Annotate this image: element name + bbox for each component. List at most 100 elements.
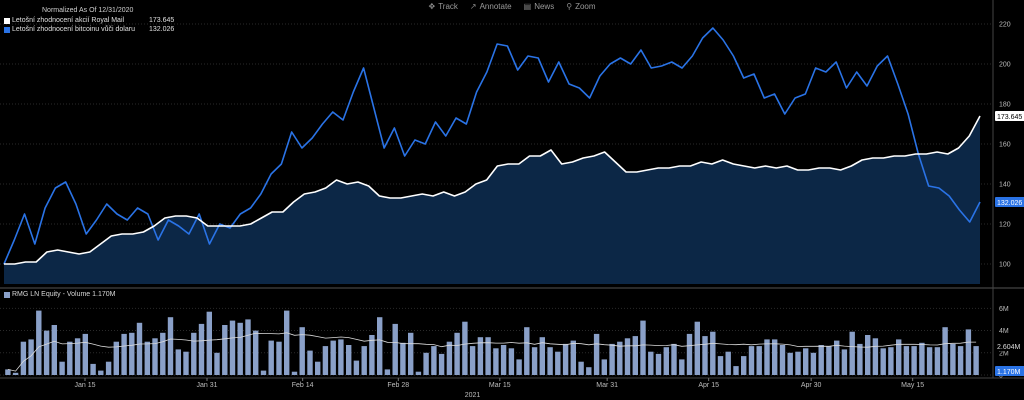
- volume-bar: [361, 346, 367, 375]
- volume-tick-label: 4M: [999, 328, 1009, 335]
- x-tick-label: May 15: [901, 382, 924, 389]
- royal-mail-line: [4, 115, 981, 265]
- volume-bar: [818, 345, 824, 375]
- x-tick-label: Jan 15: [74, 382, 95, 389]
- volume-bar: [926, 347, 933, 375]
- volume-bar: [671, 343, 677, 375]
- volume-bar: [872, 338, 879, 375]
- volume-bar: [702, 336, 708, 375]
- volume-bar: [911, 346, 917, 375]
- volume-bar: [237, 322, 243, 375]
- volume-bar: [377, 317, 383, 375]
- volume-bar: [779, 345, 786, 375]
- volume-bar: [322, 346, 329, 375]
- volume-bar: [384, 369, 391, 375]
- volume-bar: [965, 329, 972, 375]
- volume-bar: [276, 341, 282, 375]
- volume-bar: [679, 359, 685, 375]
- toolbar-annotate-label: Annotate: [479, 2, 512, 11]
- royal-mail-area: [4, 116, 980, 284]
- volume-bar: [67, 341, 73, 375]
- annotate-icon: ↗: [469, 2, 477, 11]
- volume-average-value-box: [995, 341, 1024, 352]
- volume-tick-label: 6M: [999, 306, 1009, 313]
- volume-bar: [369, 335, 375, 375]
- normalized-note: Normalized As Of 12/31/2020: [42, 7, 134, 14]
- volume-bar: [686, 333, 693, 375]
- volume-bar: [640, 320, 646, 375]
- volume-bar: [98, 370, 104, 375]
- x-tick-label: Apr 15: [698, 382, 719, 389]
- volume-bar: [183, 351, 189, 375]
- volume-bar: [694, 321, 700, 375]
- volume-bar: [51, 325, 57, 375]
- volume-bar: [43, 330, 50, 375]
- volume-legend[interactable]: RMG LN Equity - Volume 1.170M: [4, 291, 116, 298]
- volume-bar: [555, 351, 561, 375]
- volume-bar: [570, 340, 576, 375]
- volume-bar: [547, 347, 553, 375]
- volume-bar: [710, 331, 716, 375]
- volume-bar: [865, 335, 871, 375]
- volume-bar: [578, 361, 584, 375]
- volume-bar: [408, 332, 414, 375]
- price-tick-label: 180: [999, 102, 1011, 109]
- volume-bar: [423, 352, 429, 375]
- volume-bar: [841, 349, 848, 375]
- volume-bar: [136, 322, 143, 375]
- volume-bar: [28, 339, 34, 375]
- volume-bar: [167, 317, 174, 375]
- legend-row-royal-mail[interactable]: Letošní zhodnocení akcií Royal Mail 173.…: [4, 16, 174, 25]
- volume-bar: [803, 348, 809, 375]
- volume-bar: [826, 346, 832, 375]
- volume-bar: [191, 332, 197, 375]
- volume-bar: [601, 359, 607, 375]
- volume-bar: [795, 351, 801, 375]
- legend-value-royal-mail: 173.645: [149, 17, 175, 24]
- volume-bar: [648, 351, 654, 375]
- legend-label-volume: RMG LN Equity - Volume 1.170M: [12, 291, 116, 298]
- volume-bar: [330, 340, 336, 375]
- volume-bar: [950, 343, 956, 375]
- price-tick-label: 220: [999, 22, 1011, 29]
- volume-bar: [129, 332, 135, 375]
- volume-bar: [539, 337, 545, 375]
- volume-bar: [593, 333, 600, 375]
- volume-bar: [485, 337, 491, 375]
- toolbar-track-button[interactable]: ✥ Track: [428, 0, 457, 12]
- volume-bar: [756, 346, 762, 375]
- volume-bar: [152, 338, 158, 375]
- volume-bar: [121, 333, 127, 375]
- volume-bar: [834, 340, 840, 375]
- x-tick-label: Apr 30: [801, 382, 822, 389]
- volume-bar: [477, 337, 484, 375]
- volume-bar: [268, 340, 274, 375]
- volume-bar: [772, 339, 778, 375]
- volume-bar: [438, 353, 445, 375]
- toolbar-zoom-button[interactable]: ⚲ Zoom: [566, 0, 595, 12]
- volume-bar: [903, 346, 910, 375]
- legend-swatch-royal-mail: [4, 17, 10, 24]
- volume-bar: [524, 327, 530, 375]
- volume-bar: [462, 321, 468, 375]
- volume-bar: [764, 339, 770, 375]
- volume-bar: [353, 360, 360, 375]
- volume-bar: [508, 348, 515, 375]
- volume-average-value-text: 2.604M: [997, 344, 1021, 351]
- volume-bar: [609, 343, 615, 375]
- price-tick-label: 100: [999, 262, 1011, 269]
- volume-bar: [291, 371, 298, 375]
- toolbar-news-label: News: [534, 2, 555, 11]
- toolbar-news-button[interactable]: ▤ News: [524, 0, 555, 12]
- volume-bar: [36, 310, 42, 375]
- toolbar-zoom-label: Zoom: [575, 2, 596, 11]
- price-tick-label: 140: [999, 182, 1011, 189]
- volume-bar: [245, 319, 251, 375]
- legend-row-bitcoin[interactable]: Letošní zhodnocení bitcoinu vůči dolaru …: [4, 25, 174, 34]
- toolbar-annotate-button[interactable]: ↗ Annotate: [470, 0, 512, 12]
- volume-bar: [20, 341, 27, 375]
- zoom-icon: ⚲: [566, 2, 573, 11]
- volume-bar: [392, 323, 398, 375]
- volume-tick-label: 2M: [999, 350, 1009, 357]
